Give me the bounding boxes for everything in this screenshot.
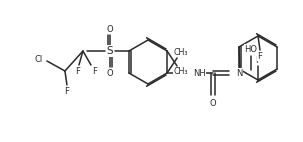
Text: F: F xyxy=(92,66,97,76)
Text: CH₃: CH₃ xyxy=(174,48,188,57)
Text: O: O xyxy=(107,68,113,78)
Text: N: N xyxy=(236,68,242,78)
Text: O: O xyxy=(107,25,113,34)
Text: S: S xyxy=(107,46,113,56)
Text: F: F xyxy=(255,56,261,64)
Text: HO: HO xyxy=(245,44,258,54)
Text: Cl: Cl xyxy=(35,55,43,63)
Text: O: O xyxy=(210,99,216,107)
Text: NH: NH xyxy=(193,68,206,78)
Text: F: F xyxy=(258,52,262,60)
Text: F: F xyxy=(75,66,80,76)
Text: CH₃: CH₃ xyxy=(174,67,188,77)
Text: F: F xyxy=(65,86,69,96)
